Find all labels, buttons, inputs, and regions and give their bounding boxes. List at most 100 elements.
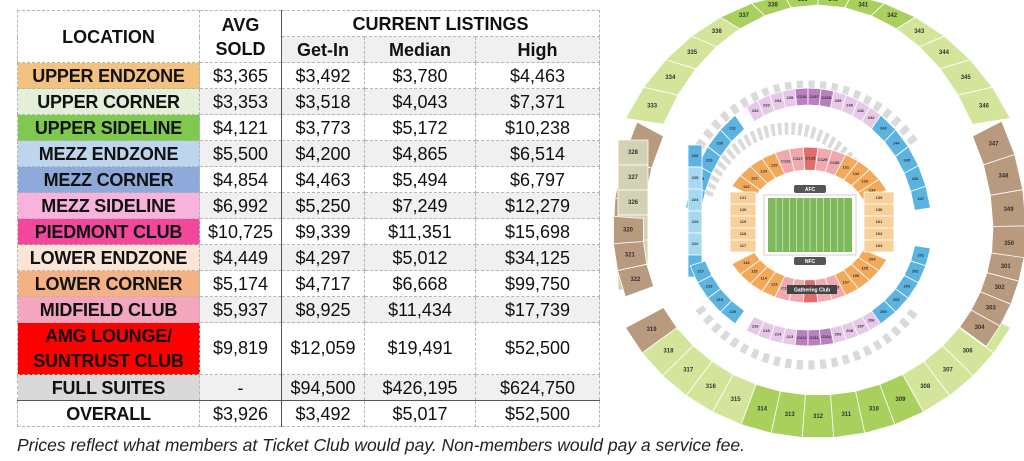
- section-number: 336: [712, 29, 723, 35]
- seat-section[interactable]: [905, 133, 919, 147]
- seat-section[interactable]: 339: [784, 0, 819, 9]
- seat-section[interactable]: 103: [863, 239, 895, 253]
- seat-section[interactable]: 135: [863, 191, 895, 205]
- seat-section[interactable]: [818, 358, 828, 370]
- seat-section[interactable]: C236: [794, 87, 809, 107]
- seat-section[interactable]: [769, 122, 777, 138]
- seat-section[interactable]: [771, 355, 782, 368]
- seat-section[interactable]: [701, 127, 715, 141]
- seat-section[interactable]: [820, 131, 832, 147]
- location-cell: UPPER CORNER: [17, 88, 200, 115]
- high-cell: $7,371: [474, 88, 601, 115]
- seat-section[interactable]: [790, 121, 797, 136]
- seat-section[interactable]: 224: [687, 188, 703, 212]
- section-number: 318: [663, 348, 674, 354]
- location-cell: MEZZ ENDZONE: [17, 140, 200, 167]
- seat-section[interactable]: [897, 316, 912, 330]
- seat-section[interactable]: [749, 347, 761, 361]
- avg-sold-cell: $9,819: [199, 322, 282, 375]
- seat-section[interactable]: 136: [863, 203, 895, 217]
- seat-section[interactable]: 338: [750, 0, 792, 17]
- seat-section[interactable]: [795, 359, 804, 371]
- seat-section[interactable]: C212: [794, 329, 809, 347]
- seat-section[interactable]: [748, 129, 759, 145]
- seat-section[interactable]: [880, 106, 894, 121]
- seat-section[interactable]: [802, 123, 811, 139]
- seat-section[interactable]: [889, 324, 903, 338]
- seat-section[interactable]: 327: [617, 164, 649, 191]
- table-row: PIEDMONT CLUB $10,725 $9,339 $11,351 $15…: [17, 218, 601, 245]
- seat-section[interactable]: C211: [807, 329, 822, 347]
- seat-section[interactable]: [760, 351, 772, 365]
- seat-section[interactable]: 104: [857, 248, 888, 272]
- seat-section[interactable]: C237: [807, 87, 822, 107]
- seat-section[interactable]: [840, 353, 852, 366]
- seat-section[interactable]: [776, 121, 783, 137]
- seat-section[interactable]: 201: [910, 245, 931, 267]
- seat-section[interactable]: [783, 121, 790, 136]
- seat-section[interactable]: [755, 126, 765, 142]
- seat-section[interactable]: 222: [687, 232, 703, 256]
- seat-section[interactable]: [701, 313, 715, 327]
- upper-level-left-sections: 332331330329328327326325324323322321320: [612, 121, 664, 298]
- seat-section[interactable]: 119: [729, 215, 757, 229]
- seat-section[interactable]: [829, 356, 840, 369]
- seat-section[interactable]: [728, 335, 741, 350]
- seat-section[interactable]: [694, 304, 708, 317]
- high-cell: $12,279: [474, 192, 601, 219]
- seat-section[interactable]: [738, 342, 751, 356]
- seat-section[interactable]: [871, 338, 884, 352]
- seat-section[interactable]: 225: [687, 166, 703, 190]
- seat-section[interactable]: [709, 117, 723, 132]
- seat-section[interactable]: 121: [729, 191, 757, 205]
- seat-section[interactable]: [718, 109, 732, 124]
- seat-section[interactable]: 117: [729, 239, 757, 253]
- seat-section[interactable]: [783, 357, 793, 370]
- seat-section[interactable]: [728, 102, 741, 116]
- seat-section[interactable]: [826, 134, 838, 150]
- seat-section[interactable]: 118: [729, 227, 757, 241]
- seat-section[interactable]: 102: [863, 227, 895, 241]
- seat-section[interactable]: [730, 141, 743, 157]
- seat-section[interactable]: 349: [989, 189, 1024, 227]
- seat-section[interactable]: [897, 123, 912, 137]
- section-number: 225: [692, 175, 699, 180]
- seat-section[interactable]: [851, 349, 863, 363]
- seat-section[interactable]: [718, 329, 732, 343]
- seat-section[interactable]: [880, 331, 894, 346]
- section-number: 349: [1004, 207, 1015, 213]
- seat-section[interactable]: [724, 146, 738, 162]
- seat-section[interactable]: 226: [687, 144, 703, 168]
- seat-section[interactable]: 328: [617, 139, 649, 166]
- afc-bench-label: AFC: [794, 185, 826, 193]
- seat-section[interactable]: [762, 124, 771, 140]
- seat-section[interactable]: 120: [729, 203, 757, 217]
- seat-section[interactable]: 320: [613, 215, 644, 245]
- seat-section[interactable]: [814, 127, 825, 144]
- seat-section[interactable]: [807, 359, 816, 371]
- avg-sold-cell: $5,937: [199, 296, 282, 323]
- seat-section[interactable]: [736, 136, 748, 152]
- seat-section[interactable]: [889, 114, 903, 129]
- high-cell: $6,797: [474, 166, 601, 193]
- seat-section[interactable]: [709, 321, 723, 335]
- section-number: 338: [768, 2, 779, 8]
- section-number: 116: [743, 260, 750, 265]
- seat-section[interactable]: 101: [863, 215, 895, 229]
- seat-section[interactable]: 223: [687, 210, 703, 234]
- seat-section[interactable]: 304: [959, 309, 1001, 347]
- seat-section[interactable]: 340: [817, 0, 852, 9]
- seat-section[interactable]: 312: [801, 394, 835, 438]
- seat-section[interactable]: [905, 307, 919, 321]
- seat-section[interactable]: 217: [689, 260, 713, 284]
- seat-section[interactable]: [808, 125, 818, 141]
- seat-section[interactable]: [742, 132, 753, 148]
- seat-section[interactable]: 247: [910, 185, 931, 211]
- avg-sold-cell: $5,500: [199, 140, 282, 167]
- seat-section[interactable]: 346: [957, 86, 1012, 125]
- seat-section[interactable]: [796, 122, 804, 137]
- section-number: 309: [895, 397, 906, 403]
- seat-section[interactable]: 326: [617, 189, 649, 216]
- seat-section[interactable]: [861, 344, 874, 358]
- seat-section[interactable]: 350: [990, 225, 1024, 263]
